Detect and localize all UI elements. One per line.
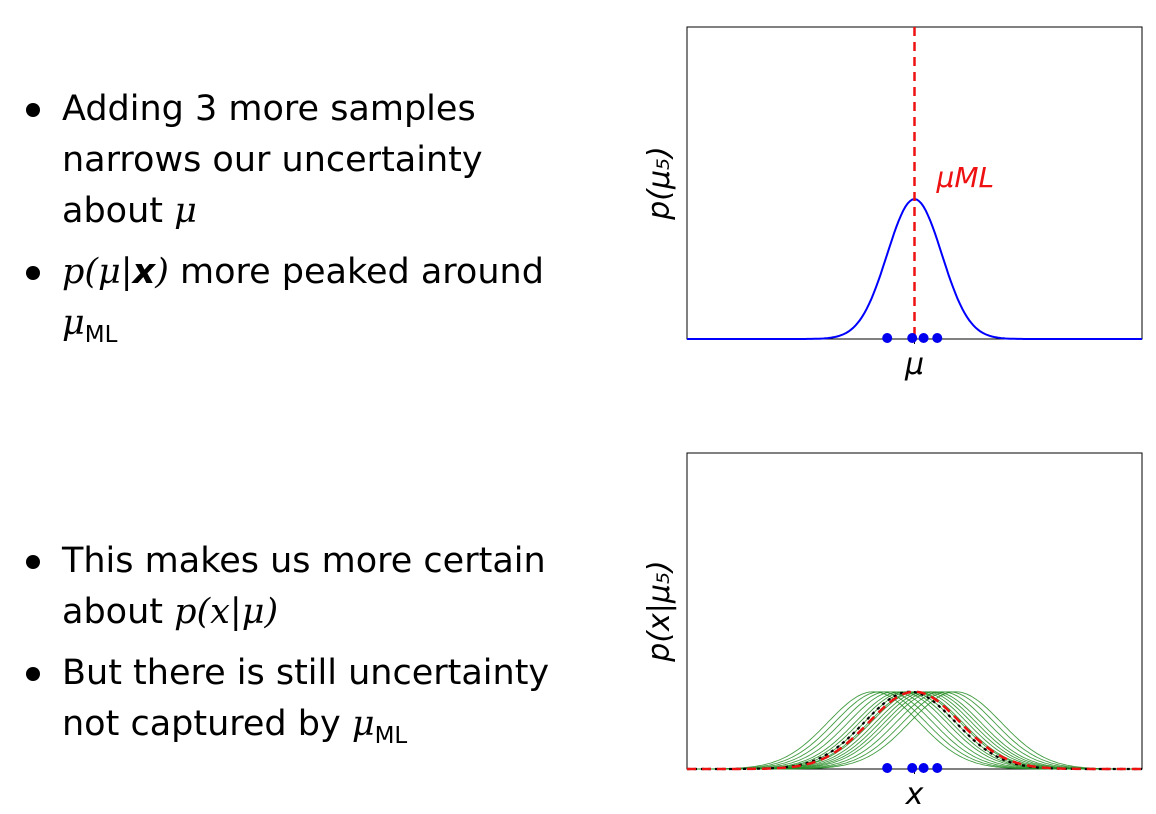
x-axis-label: μ [904,347,924,382]
sample-curve [687,691,1142,770]
sample-point [932,763,943,773]
sample-point [918,333,929,343]
sample-point [907,333,918,343]
y-axis-label: p(x|μ₅) [642,560,677,662]
bullet-list-bottom: This makes us more certain about p(x|μ) … [20,536,580,772]
x-axis-label: x [905,777,924,812]
sample-curve [687,691,1142,770]
sample-curve [687,691,1142,770]
sample-curve [687,691,1142,770]
sample-curve [687,691,1142,770]
axes-frame [686,452,1143,770]
chart-1: μML μ p(μ₅) [642,26,1143,382]
chart-2: x p(x|μ₅) [642,452,1143,812]
ml-annotation: μML [936,161,995,194]
ml-curve [687,690,1142,771]
sample-point [918,763,929,773]
sample-curve [687,691,1142,770]
sample-curve [687,691,1142,770]
sample-point [907,763,918,773]
sample-curve [687,691,1142,770]
sample-curve [687,691,1142,770]
sample-curve [687,691,1142,770]
sample-curve [687,691,1142,770]
sample-point [882,763,893,773]
sample-curve [687,691,1142,770]
sample-curve [687,691,1142,770]
sample-point [882,333,893,343]
bullet-list-top: Adding 3 more samples narrows our uncert… [20,84,580,371]
sample-curve [687,691,1142,770]
sample-point [932,333,943,343]
bullet-item: Adding 3 more samples narrows our uncert… [20,84,580,237]
y-axis-label: p(μ₅) [642,146,677,221]
sample-curve [687,691,1142,770]
bullet-item: p(μ|x) more peaked around μML [20,247,580,361]
bullet-item: But there is still uncertainty not captu… [20,648,580,762]
sample-curve [687,691,1142,770]
mean-estimate-curve [687,690,1142,771]
bullet-item: This makes us more certain about p(x|μ) [20,536,580,638]
